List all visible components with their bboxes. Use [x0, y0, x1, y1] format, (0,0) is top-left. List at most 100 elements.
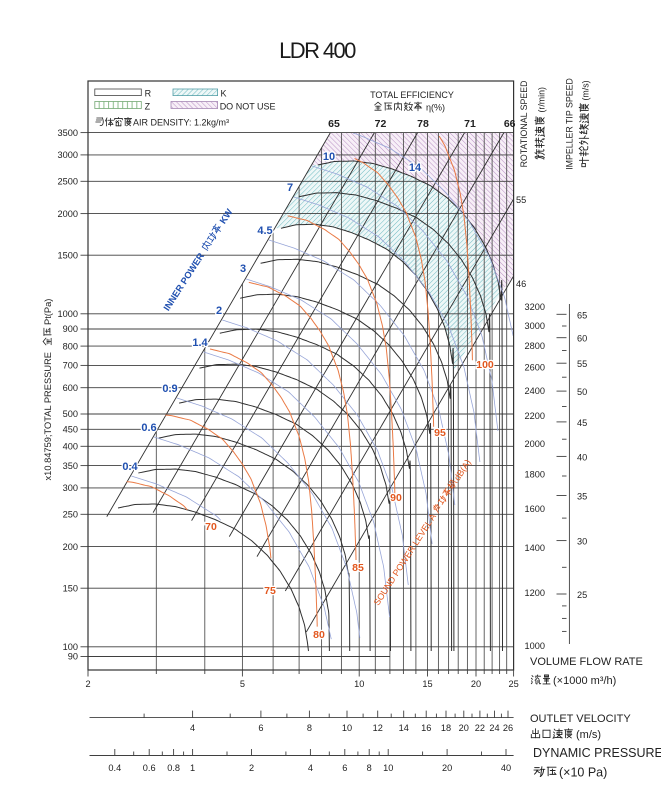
svg-text:(m/s): (m/s) [576, 729, 601, 741]
svg-text:2800: 2800 [525, 341, 545, 351]
svg-text:0.6: 0.6 [143, 763, 156, 773]
svg-text:3000: 3000 [58, 150, 78, 160]
svg-text:(m/s): (m/s) [581, 80, 591, 100]
svg-text:95: 95 [434, 427, 446, 439]
svg-text:14: 14 [409, 162, 422, 174]
svg-text:3200: 3200 [525, 302, 545, 312]
svg-text:10: 10 [383, 763, 393, 773]
svg-text:10: 10 [323, 151, 335, 163]
svg-text:90: 90 [68, 652, 78, 662]
svg-text:Pt(Pa): Pt(Pa) [43, 299, 53, 325]
svg-text:250: 250 [63, 510, 78, 520]
svg-text:R: R [145, 88, 152, 98]
svg-text:0.4: 0.4 [108, 763, 121, 773]
svg-text:DYNAMIC PRESSURE: DYNAMIC PRESSURE [533, 746, 661, 760]
svg-text:90: 90 [390, 492, 402, 504]
svg-text:55: 55 [516, 195, 526, 205]
svg-text:TOTAL EFFICIENCY: TOTAL EFFICIENCY [370, 90, 454, 100]
svg-text:65: 65 [328, 118, 340, 130]
svg-text:200: 200 [63, 542, 78, 552]
svg-text:η(%): η(%) [426, 103, 445, 113]
svg-text:50: 50 [577, 387, 587, 397]
svg-text:350: 350 [63, 461, 78, 471]
svg-text:2: 2 [216, 305, 222, 317]
svg-text:5: 5 [240, 679, 245, 689]
svg-text:0.9: 0.9 [162, 383, 177, 395]
svg-text:0.6: 0.6 [141, 422, 156, 434]
svg-text:0.8: 0.8 [167, 763, 180, 773]
svg-text:24: 24 [489, 723, 499, 733]
svg-text:3500: 3500 [58, 128, 78, 138]
svg-text:2500: 2500 [58, 177, 78, 187]
svg-text:20: 20 [442, 763, 452, 773]
svg-text:1500: 1500 [58, 250, 78, 260]
svg-text:IMPELLER TIP SPEED: IMPELLER TIP SPEED [565, 78, 575, 170]
svg-text:150: 150 [63, 583, 78, 593]
svg-text:10: 10 [354, 679, 364, 689]
svg-text:55: 55 [577, 359, 587, 369]
svg-text:1000: 1000 [58, 309, 78, 319]
svg-text:(r/min): (r/min) [537, 87, 547, 112]
svg-text:8: 8 [367, 763, 372, 773]
svg-text:6: 6 [258, 723, 263, 733]
svg-text:25: 25 [577, 590, 587, 600]
svg-text:1800: 1800 [525, 470, 545, 480]
svg-text:8: 8 [307, 723, 312, 733]
svg-text:2000: 2000 [525, 439, 545, 449]
svg-text:14: 14 [399, 723, 409, 733]
svg-text:4: 4 [190, 723, 195, 733]
svg-text:(×1000 m³/h): (×1000 m³/h) [553, 675, 616, 687]
svg-text:4.5: 4.5 [257, 225, 272, 237]
svg-text:46: 46 [516, 279, 526, 289]
svg-text:15: 15 [422, 679, 432, 689]
svg-text:35: 35 [577, 492, 587, 502]
svg-text:1: 1 [190, 763, 195, 773]
svg-text:2600: 2600 [525, 363, 545, 373]
svg-text:900: 900 [63, 324, 78, 334]
svg-text:4: 4 [308, 763, 313, 773]
svg-text:75: 75 [264, 585, 276, 597]
svg-text:100: 100 [476, 359, 494, 371]
svg-text:10: 10 [342, 723, 352, 733]
svg-text:(×10 Pa): (×10 Pa) [559, 766, 607, 780]
svg-text:500: 500 [63, 409, 78, 419]
svg-text:85: 85 [352, 562, 364, 574]
svg-text:600: 600 [63, 383, 78, 393]
svg-text:1400: 1400 [525, 543, 545, 553]
svg-text:400: 400 [63, 442, 78, 452]
svg-text:20: 20 [471, 679, 481, 689]
svg-text:16: 16 [421, 723, 431, 733]
svg-text:30: 30 [577, 537, 587, 547]
svg-text:800: 800 [63, 341, 78, 351]
svg-text:80: 80 [313, 629, 325, 641]
svg-text:x10.84759;TOTAL PRESSURE: x10.84759;TOTAL PRESSURE [43, 352, 53, 481]
svg-text:12: 12 [373, 723, 383, 733]
svg-text:3000: 3000 [525, 321, 545, 331]
svg-text:66: 66 [504, 118, 516, 130]
svg-text:60: 60 [577, 334, 587, 344]
svg-text:72: 72 [375, 118, 387, 130]
svg-text:1600: 1600 [525, 504, 545, 514]
svg-text:1200: 1200 [525, 588, 545, 598]
svg-text:700: 700 [63, 361, 78, 371]
svg-text:65: 65 [577, 310, 587, 320]
svg-text:VOLUME FLOW RATE: VOLUME FLOW RATE [530, 656, 643, 668]
svg-text:2200: 2200 [525, 411, 545, 421]
svg-text:78: 78 [417, 118, 429, 130]
svg-text:26: 26 [503, 723, 513, 733]
svg-text:18: 18 [441, 723, 451, 733]
svg-text:AIR DENSITY: 1.2kg/m³: AIR DENSITY: 1.2kg/m³ [133, 118, 229, 128]
svg-text:20: 20 [459, 723, 469, 733]
svg-text:2: 2 [85, 679, 90, 689]
svg-text:2000: 2000 [58, 209, 78, 219]
svg-text:2400: 2400 [525, 386, 545, 396]
svg-text:K: K [221, 88, 227, 98]
svg-text:40: 40 [501, 763, 511, 773]
svg-text:6: 6 [342, 763, 347, 773]
svg-text:ROTATIONAL SPEED: ROTATIONAL SPEED [519, 81, 529, 168]
svg-text:3: 3 [240, 263, 246, 275]
svg-text:2: 2 [249, 763, 254, 773]
svg-text:DO NOT USE: DO NOT USE [220, 101, 276, 111]
svg-text:71: 71 [464, 118, 476, 130]
svg-text:0.4: 0.4 [122, 461, 138, 473]
